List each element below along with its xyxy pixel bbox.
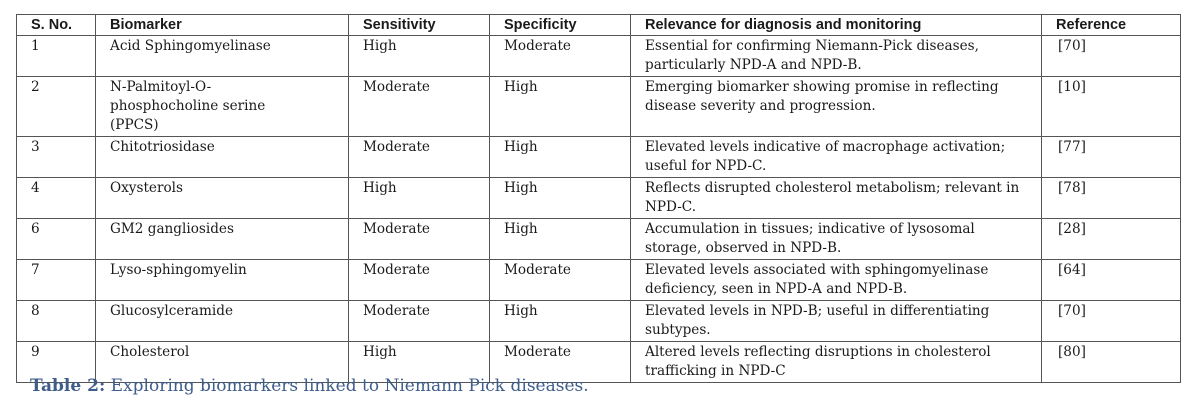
- table-row: 1 Acid Sphingomyelinase High Moderate Es…: [16, 35, 1181, 77]
- cell-serial-number: 6: [16, 218, 96, 260]
- cell-specificity: High: [489, 76, 631, 137]
- cell-relevance: Elevated levels indicative of macrophage…: [630, 136, 1042, 178]
- cell-biomarker: Lyso-sphingomyelin: [95, 259, 349, 301]
- cell-serial-number: 1: [16, 35, 96, 77]
- header-specificity: Specificity: [489, 14, 631, 36]
- biomarker-table: S. No. Biomarker Sensitivity Specificity…: [16, 14, 1181, 383]
- cell-biomarker: N-Palmitoyl-O-phosphocholine serine (PPC…: [95, 76, 349, 137]
- cell-relevance: Elevated levels in NPD-B; useful in diff…: [630, 300, 1042, 342]
- cell-serial-number: 4: [16, 177, 96, 219]
- table-row: 6 GM2 gangliosides Moderate High Accumul…: [16, 218, 1181, 260]
- header-reference: Reference: [1041, 14, 1181, 36]
- cell-specificity: High: [489, 300, 631, 342]
- cell-specificity: High: [489, 136, 631, 178]
- cell-biomarker: Oxysterols: [95, 177, 349, 219]
- cell-specificity: High: [489, 218, 631, 260]
- cell-serial-number: 7: [16, 259, 96, 301]
- cell-specificity: Moderate: [489, 35, 631, 77]
- cell-reference: [10]: [1041, 76, 1181, 137]
- cell-sensitivity: High: [348, 177, 490, 219]
- cell-relevance: Elevated levels associated with sphingom…: [630, 259, 1042, 301]
- cell-specificity: Moderate: [489, 341, 631, 383]
- cell-sensitivity: Moderate: [348, 218, 490, 260]
- cell-serial-number: 8: [16, 300, 96, 342]
- cell-reference: [70]: [1041, 35, 1181, 77]
- cell-serial-number: 2: [16, 76, 96, 137]
- table-row: 3 Chitotriosidase Moderate High Elevated…: [16, 136, 1181, 178]
- cell-sensitivity: Moderate: [348, 259, 490, 301]
- cell-sensitivity: High: [348, 35, 490, 77]
- cell-reference: [77]: [1041, 136, 1181, 178]
- table-caption-label: Table 2:: [30, 376, 106, 396]
- header-sensitivity: Sensitivity: [348, 14, 490, 36]
- cell-relevance: Emerging biomarker showing promise in re…: [630, 76, 1042, 137]
- cell-serial-number: 3: [16, 136, 96, 178]
- header-serial-number: S. No.: [16, 14, 96, 36]
- cell-relevance: Essential for confirming Niemann-Pick di…: [630, 35, 1042, 77]
- header-relevance: Relevance for diagnosis and monitoring: [630, 14, 1042, 36]
- cell-sensitivity: Moderate: [348, 300, 490, 342]
- cell-specificity: Moderate: [489, 259, 631, 301]
- table-row: 4 Oxysterols High High Reflects disrupte…: [16, 177, 1181, 219]
- table-caption: Table 2: Exploring biomarkers linked to …: [30, 376, 589, 396]
- cell-serial-number: 9: [16, 341, 96, 383]
- cell-biomarker: GM2 gangliosides: [95, 218, 349, 260]
- cell-reference: [28]: [1041, 218, 1181, 260]
- cell-biomarker: Glucosylceramide: [95, 300, 349, 342]
- cell-sensitivity: Moderate: [348, 76, 490, 137]
- cell-relevance: Reflects disrupted cholesterol metabolis…: [630, 177, 1042, 219]
- cell-biomarker: Chitotriosidase: [95, 136, 349, 178]
- cell-specificity: High: [489, 177, 631, 219]
- table-row: 9 Cholesterol High Moderate Altered leve…: [16, 341, 1181, 383]
- cell-relevance: Accumulation in tissues; indicative of l…: [630, 218, 1042, 260]
- biomarker-table-container: S. No. Biomarker Sensitivity Specificity…: [16, 14, 1181, 383]
- table-caption-text: Exploring biomarkers linked to Niemann P…: [105, 376, 589, 396]
- table-row: 8 Glucosylceramide Moderate High Elevate…: [16, 300, 1181, 342]
- table-row: 7 Lyso-sphingomyelin Moderate Moderate E…: [16, 259, 1181, 301]
- table-header-row: S. No. Biomarker Sensitivity Specificity…: [16, 14, 1181, 36]
- cell-reference: [80]: [1041, 341, 1181, 383]
- cell-reference: [64]: [1041, 259, 1181, 301]
- cell-biomarker: Acid Sphingomyelinase: [95, 35, 349, 77]
- cell-reference: [70]: [1041, 300, 1181, 342]
- header-biomarker: Biomarker: [95, 14, 349, 36]
- cell-relevance: Altered levels reflecting disruptions in…: [630, 341, 1042, 383]
- cell-sensitivity: Moderate: [348, 136, 490, 178]
- cell-reference: [78]: [1041, 177, 1181, 219]
- table-row: 2 N-Palmitoyl-O-phosphocholine serine (P…: [16, 76, 1181, 137]
